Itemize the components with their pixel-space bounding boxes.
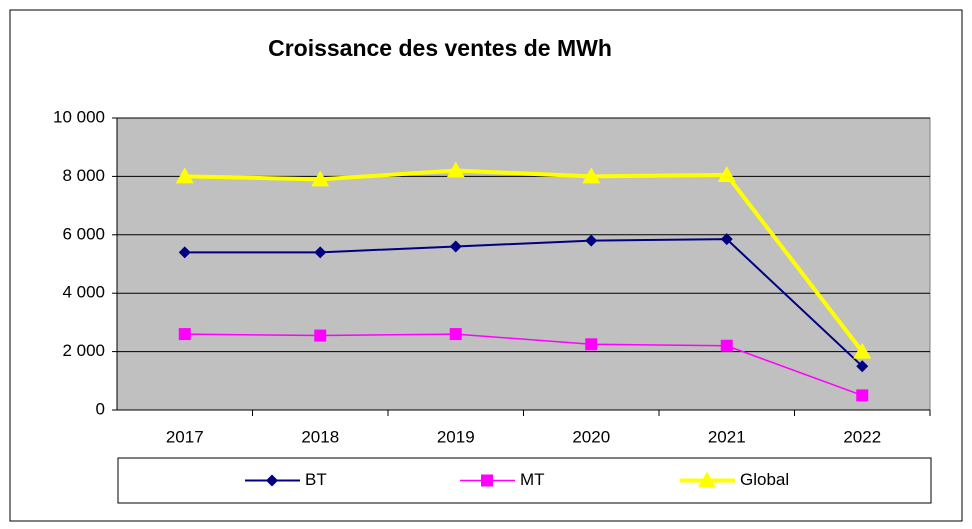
plot-area	[116, 117, 931, 411]
marker	[446, 161, 465, 178]
y-tick-label: 4 000	[62, 283, 105, 302]
marker	[698, 471, 716, 488]
marker	[856, 389, 869, 402]
marker	[853, 342, 872, 359]
y-tick-label: 10 000	[53, 107, 105, 126]
marker	[582, 167, 601, 184]
marker	[449, 328, 462, 341]
marker	[585, 234, 598, 247]
marker	[717, 165, 736, 182]
series-line	[184, 168, 864, 353]
marker	[481, 474, 493, 487]
marker	[585, 338, 598, 351]
series-line	[184, 333, 863, 397]
marker	[178, 246, 191, 259]
chart-title: Croissance des ventes de MWh	[268, 35, 612, 61]
x-tick-label: 2022	[843, 427, 881, 446]
marker	[175, 167, 194, 184]
marker	[720, 233, 733, 246]
legend-label: BT	[305, 470, 327, 489]
legend-label: Global	[740, 470, 789, 489]
marker	[314, 246, 327, 259]
marker	[314, 329, 327, 342]
x-tick-label: 2019	[437, 427, 475, 446]
y-tick-label: 6 000	[62, 224, 105, 243]
x-tick-label: 2017	[166, 427, 204, 446]
y-tick-label: 0	[96, 399, 105, 418]
x-tick-label: 2018	[301, 427, 339, 446]
marker	[856, 360, 869, 373]
marker	[449, 240, 462, 253]
series-line	[184, 238, 863, 367]
marker	[720, 339, 733, 352]
marker	[311, 170, 330, 187]
x-tick-label: 2021	[708, 427, 746, 446]
x-tick-label: 2020	[572, 427, 610, 446]
legend-label: MT	[520, 470, 545, 489]
y-tick-label: 2 000	[62, 341, 105, 360]
y-tick-label: 8 000	[62, 166, 105, 185]
marker	[178, 328, 191, 341]
marker	[266, 474, 278, 487]
